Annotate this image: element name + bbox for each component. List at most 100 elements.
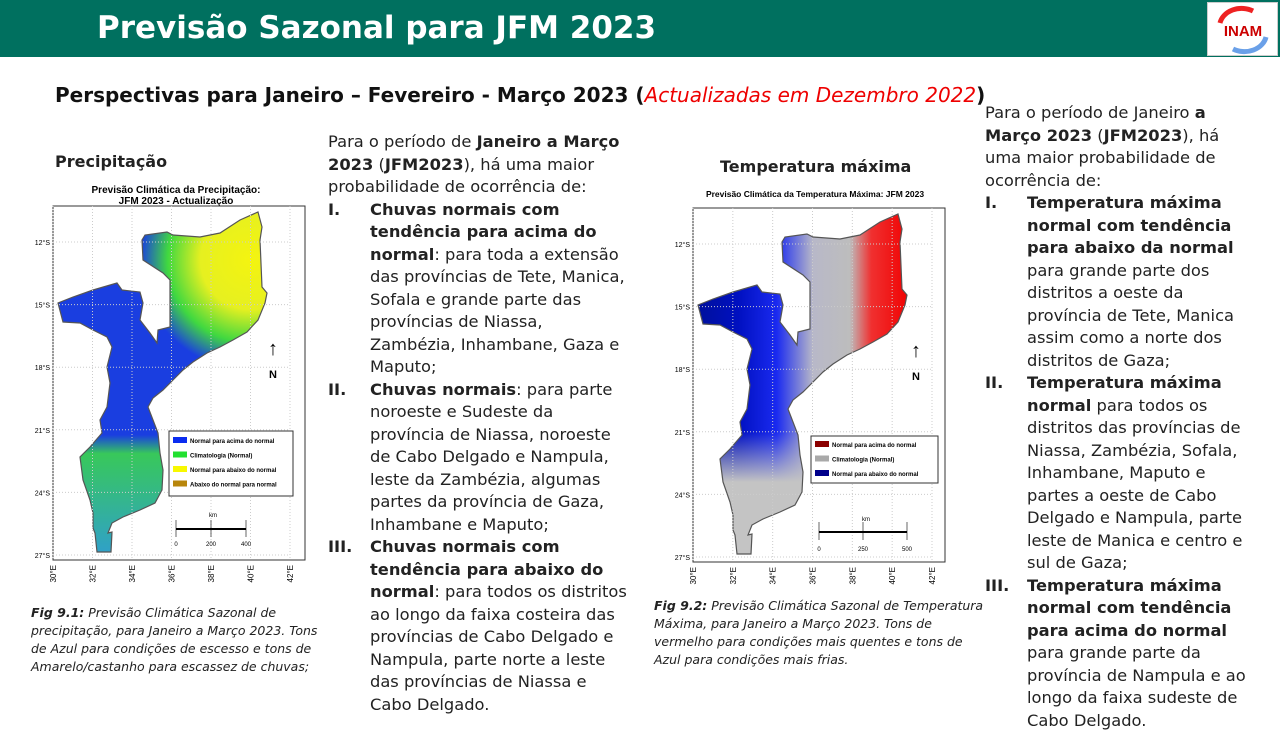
lon-tick: 32°E — [89, 565, 98, 582]
north-arrow-icon: ↑ — [268, 338, 278, 360]
inam-logo: INAM — [1207, 2, 1278, 56]
subtitle: Perspectivas para Janeiro – Fevereiro - … — [55, 83, 985, 107]
legend-label: Normal para acima do normal — [832, 443, 917, 449]
scale-bar: km 0 250 500 — [817, 517, 912, 553]
item-number: III. — [985, 575, 1009, 598]
scale-tick: 200 — [206, 542, 217, 548]
temp-intro: Para o período de Janeiro a Março 2023 (… — [985, 102, 1260, 192]
lat-tick: 12°S — [35, 239, 51, 247]
temp-list: I. Temperatura máxima normal com tendênci… — [985, 192, 1260, 732]
precip-list: I.Chuvas normais com tendência para acim… — [328, 199, 628, 717]
north-arrow-icon: ↑ — [911, 340, 921, 362]
page-title: Previsão Sazonal para JFM 2023 — [97, 10, 656, 46]
item-text: : para parte noroeste e Sudeste da proví… — [370, 380, 612, 534]
item-number: I. — [328, 199, 340, 222]
temp-section-title: Temperatura máxima — [720, 157, 911, 176]
item-text: para grande parte dos distritos a oeste … — [1027, 261, 1234, 370]
lat-tick: 18°S — [675, 366, 691, 374]
legend-label: Climatologia (Normal) — [190, 454, 252, 460]
legend-label: Climatologia (Normal) — [832, 458, 894, 464]
item-text: : para toda a extensão das províncias de… — [370, 245, 625, 377]
scale-tick: 0 — [174, 542, 178, 548]
lon-tick: 36°E — [168, 565, 177, 582]
precip-intro: Para o período de Janeiro a Março 2023 (… — [328, 131, 628, 199]
lon-tick: 32°E — [729, 567, 738, 584]
list-item: III.Chuvas normais com tendência para ab… — [328, 536, 628, 716]
intro-part: Para o período de Janeiro — [985, 103, 1195, 122]
subtitle-close: ) — [976, 83, 985, 107]
legend-label: Normal para acima do normal — [190, 439, 275, 445]
lat-tick: 21°S — [35, 427, 51, 435]
intro-part: Para o período de — [328, 132, 477, 151]
precip-description: Para o período de Janeiro a Março 2023 (… — [328, 131, 628, 716]
list-item: I. Temperatura máxima normal com tendênci… — [985, 192, 1260, 372]
map-frame — [53, 206, 305, 560]
item-text: : para todos os distritos ao longo da fa… — [370, 582, 627, 714]
temp-legend — [811, 436, 938, 483]
legend-label: Normal para abaixo do normal — [190, 468, 277, 474]
scale-tick: 500 — [902, 547, 913, 553]
lon-tick: 30°E — [689, 567, 698, 584]
legend-label: Normal para abaixo do normal — [832, 472, 919, 478]
lat-tick: 18°S — [35, 364, 51, 372]
lat-tick: 12°S — [675, 241, 691, 249]
north-label: N — [269, 369, 277, 381]
logo-text: INAM — [1224, 23, 1262, 40]
lat-tick: 21°S — [675, 429, 691, 437]
temp-caption: Fig 9.2: Previsão Climática Sazonal de T… — [654, 597, 984, 669]
caption-label: Fig 9.2: — [654, 598, 707, 613]
lat-tick: 24°S — [35, 489, 51, 497]
caption-label: Fig 9.1: — [31, 605, 84, 620]
precipitation-map: Previsão Climática da Precipitação: JFM … — [35, 185, 310, 582]
scale-unit: km — [862, 517, 870, 523]
item-bold: Chuvas normais — [370, 380, 516, 399]
legend-swatch — [815, 441, 829, 447]
legend-swatch — [173, 452, 187, 458]
item-bold: Temperatura máxima normal com tendência … — [1027, 576, 1231, 640]
legend-swatch — [173, 481, 187, 487]
legend-label: Abaixo do normal para normal — [190, 483, 277, 489]
lon-tick: 42°E — [286, 565, 295, 582]
lon-tick: 34°E — [769, 567, 778, 584]
legend-swatch — [815, 456, 829, 462]
item-number: I. — [985, 192, 997, 215]
lat-tick: 15°S — [675, 304, 691, 312]
temperature-map: Previsão Climática da Temperatura Máxima… — [675, 189, 950, 584]
precip-map-title-1: Previsão Climática da Precipitação: — [92, 185, 261, 196]
lat-tick: 27°S — [35, 552, 51, 560]
lon-tick: 40°E — [247, 565, 256, 582]
list-item: II. Chuvas normais: para parte noroeste e… — [328, 379, 628, 537]
lon-tick: 36°E — [809, 567, 818, 584]
lon-tick: 40°E — [888, 567, 897, 584]
lon-tick: 38°E — [207, 565, 216, 582]
map-frame — [693, 208, 945, 562]
item-text: para grande parte da província de Nampul… — [1027, 643, 1246, 730]
header-bar: Previsão Sazonal para JFM 2023 INAM — [0, 0, 1280, 57]
lon-tick: 30°E — [49, 565, 58, 582]
precip-caption: Fig 9.1: Previsão Climática Sazonal de p… — [31, 604, 331, 676]
item-bold: Temperatura máxima normal com tendência … — [1027, 193, 1234, 257]
scale-unit: km — [209, 513, 217, 519]
list-item: III. Temperatura máxima normal com tendên… — [985, 575, 1260, 732]
precip-section-title: Precipitação — [55, 152, 167, 171]
legend-swatch — [173, 437, 187, 443]
intro-part: ( — [373, 155, 385, 174]
lat-tick: 27°S — [675, 554, 691, 562]
item-number: II. — [985, 372, 1003, 395]
lon-tick: 42°E — [928, 567, 937, 584]
temp-description: Para o período de Janeiro a Março 2023 (… — [985, 102, 1260, 732]
lon-tick: 38°E — [848, 567, 857, 584]
scale-bar: km 0 200 400 — [174, 513, 251, 548]
scale-tick: 0 — [817, 547, 821, 553]
subtitle-updated: Actualizadas em Dezembro 2022 — [645, 83, 977, 107]
item-number: III. — [328, 536, 352, 559]
precip-map-title-2: JFM 2023 - Actualização — [119, 196, 234, 207]
list-item: II.Temperatura máxima normal para todos … — [985, 372, 1260, 575]
legend-swatch — [173, 466, 187, 472]
north-label: N — [912, 371, 920, 383]
list-item: I.Chuvas normais com tendência para acim… — [328, 199, 628, 379]
legend-swatch — [815, 470, 829, 476]
precip-legend — [169, 431, 293, 496]
item-number: II. — [328, 379, 346, 402]
lat-tick: 15°S — [35, 302, 51, 310]
